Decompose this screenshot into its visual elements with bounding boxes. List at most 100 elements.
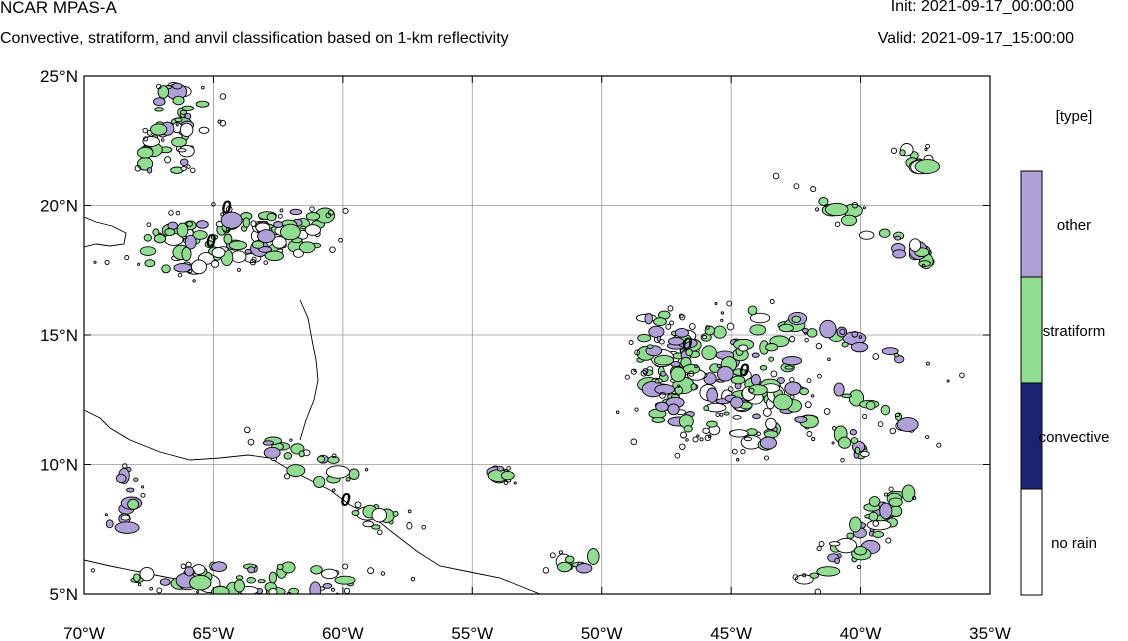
- rain-cell: [171, 136, 187, 148]
- rain-cell: [646, 344, 654, 349]
- rain-speck: [818, 541, 825, 547]
- rain-speck: [839, 328, 846, 335]
- rain-speck: [816, 545, 822, 552]
- rain-cell: [660, 370, 667, 377]
- rain-cell: [848, 389, 865, 407]
- rain-cell: [888, 497, 903, 507]
- coastline-venezuela: [84, 409, 541, 594]
- rain-cell: [164, 228, 176, 236]
- rain-cell: [809, 572, 820, 579]
- rain-speck: [90, 568, 96, 573]
- rain-speck: [793, 183, 800, 190]
- rain-cell: [204, 240, 215, 249]
- rain-cell: [153, 97, 166, 107]
- rain-cell: [656, 335, 662, 342]
- rain-speck: [142, 127, 148, 134]
- tick-label-lon-2: 60°W: [322, 624, 364, 641]
- rain-cell: [834, 557, 840, 565]
- rain-speck: [688, 323, 696, 330]
- tick-label-lat-0: 25°N: [40, 67, 78, 86]
- rain-cell: [894, 235, 901, 241]
- rain-cell: [901, 484, 916, 503]
- tick-label-lon-5: 45°W: [710, 624, 752, 641]
- axes: 70°W 65°W 60°W 55°W 50°W 45°W 40°W 35°W 25°N 20°N…: [40, 67, 1011, 641]
- rain-cell: [196, 220, 209, 229]
- rain-cell: [723, 411, 730, 416]
- rain-cell: [322, 583, 333, 589]
- rain-speck: [217, 119, 222, 124]
- rain-cell: [575, 563, 593, 574]
- rain-cell: [176, 222, 189, 238]
- contour-label-4: 0: [340, 490, 350, 510]
- rain-speck: [851, 330, 859, 338]
- rain-cell: [228, 240, 248, 251]
- rain-cell: [286, 464, 306, 477]
- rain-cell: [143, 233, 152, 242]
- rain-cell: [747, 305, 758, 316]
- rain-speck: [624, 374, 630, 380]
- rain-cell: [246, 577, 257, 584]
- rain-cell: [894, 355, 905, 364]
- legend-label-other: other: [1057, 217, 1091, 234]
- rain-cell: [174, 117, 183, 123]
- rain-cell: [866, 519, 892, 531]
- rain-cell: [305, 212, 321, 221]
- legend-label-stratiform: stratiform: [1043, 323, 1106, 340]
- rain-speck: [93, 260, 97, 264]
- rain-speck: [680, 431, 687, 439]
- rain-cell: [181, 246, 192, 262]
- rain-speck: [247, 438, 255, 446]
- rain-speck: [815, 207, 820, 212]
- rain-cell: [251, 240, 265, 249]
- rain-cell: [211, 247, 226, 259]
- rain-speck: [237, 267, 241, 272]
- legend-swatch-other: [1020, 170, 1043, 278]
- rain-cell: [179, 122, 194, 137]
- rain-cell: [564, 555, 575, 564]
- tick-label-lon-6: 40°W: [840, 624, 882, 641]
- legend-swatch-stratiform: [1020, 276, 1043, 384]
- rain-cell: [854, 446, 861, 455]
- rain-cell: [868, 511, 879, 522]
- rain-cell: [759, 365, 768, 371]
- rain-cell: [127, 498, 140, 510]
- rain-cell: [659, 339, 665, 345]
- contour-label-1: 0: [206, 231, 216, 251]
- rain-region-11: [726, 300, 965, 383]
- rain-speck: [225, 206, 233, 213]
- rain-cell: [137, 146, 154, 159]
- rain-speck: [506, 466, 511, 471]
- rain-speck: [823, 408, 831, 415]
- rain-speck: [325, 212, 332, 219]
- rain-speck: [715, 412, 720, 417]
- rain-cell: [828, 541, 841, 547]
- contour-label-3: 0: [739, 360, 749, 380]
- rain-cell: [648, 325, 665, 338]
- rain-cell: [768, 356, 775, 362]
- rain-cell: [654, 379, 660, 384]
- rain-cell: [161, 264, 171, 274]
- rain-speck: [699, 437, 704, 442]
- rain-cell: [210, 260, 220, 268]
- tick-label-lat-3: 10°N: [40, 456, 78, 475]
- rain-speck: [354, 501, 362, 509]
- rain-speck: [872, 520, 879, 527]
- rain-cell: [670, 366, 686, 383]
- rain-speck: [634, 349, 641, 356]
- rain-cell: [667, 337, 685, 346]
- rain-region-10: [628, 305, 699, 399]
- rain-speck: [925, 361, 930, 366]
- map-subtitle: Convective, stratiform, and anvil classi…: [0, 30, 509, 47]
- rain-speck: [634, 407, 639, 412]
- tick-label-lon-1: 65°W: [193, 624, 235, 641]
- rain-speck: [714, 302, 718, 305]
- rain-cell: [150, 123, 168, 136]
- rain-region-14: [772, 172, 935, 270]
- rain-speck: [513, 481, 517, 485]
- rain-cell: [655, 401, 669, 412]
- rain-cell: [729, 429, 749, 438]
- contour-label-2: 0: [682, 335, 692, 355]
- rain-cell: [781, 356, 803, 366]
- rain-speck: [731, 448, 738, 455]
